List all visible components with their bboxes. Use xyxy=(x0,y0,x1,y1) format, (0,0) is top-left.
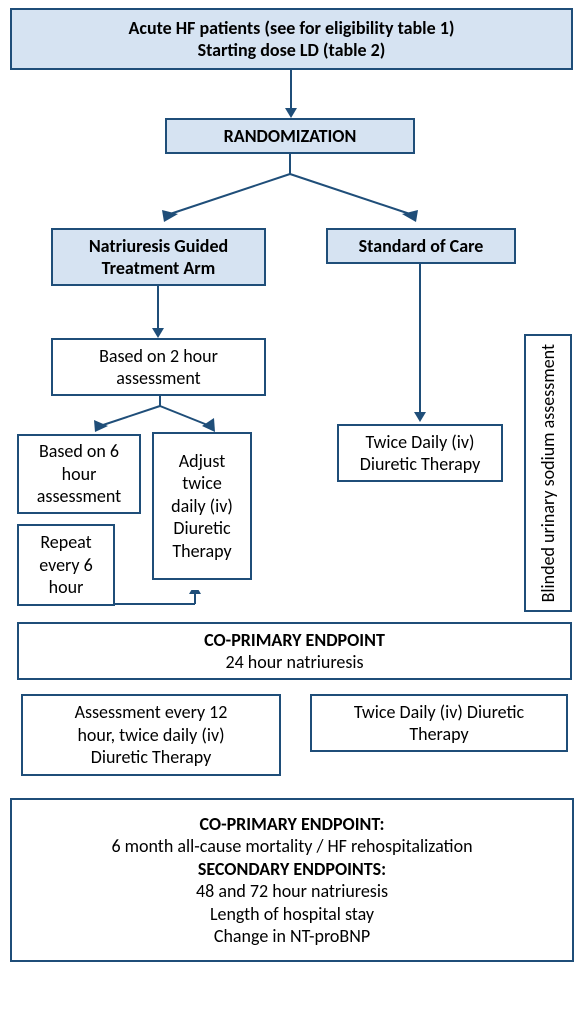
header-line2: Starting dose LD (table 2) xyxy=(198,39,386,62)
endpoints-line6: Change in NT-proBNP xyxy=(214,925,370,948)
co-primary1-box: CO-PRIMARY ENDPOINT 24 hour natriuresis xyxy=(17,622,572,680)
left-repeat-line1: Repeat xyxy=(40,531,91,554)
left-adjust-box: Adjust twice daily (iv) Diuretic Therapy xyxy=(152,432,252,580)
right-blinded-label: Blinded urinary sodium assessment xyxy=(537,344,560,602)
endpoints-line5: Length of hospital stay xyxy=(210,903,374,926)
bottom-right-line1: Twice Daily (iv) Diuretic xyxy=(354,701,524,724)
bottom-left-line2: hour, twice daily (iv) xyxy=(77,724,224,747)
bottom-left-box: Assessment every 12 hour, twice daily (i… xyxy=(21,694,281,776)
left-repeat-line2: every 6 xyxy=(39,554,92,577)
right-blinded-box: Blinded urinary sodium assessment xyxy=(524,334,572,612)
arrow-random-split xyxy=(140,154,440,228)
arrow-right-down xyxy=(414,264,426,422)
arm-left-box: Natriuresis Guided Treatment Arm xyxy=(51,228,266,286)
arrow-header-random xyxy=(285,70,297,118)
randomization-label: RANDOMIZATION xyxy=(224,125,357,148)
left-6h-line3: assessment xyxy=(37,485,121,508)
arm-right-box: Standard of Care xyxy=(326,228,516,264)
arrow-left-2h xyxy=(152,286,164,338)
endpoints-line1: CO-PRIMARY ENDPOINT: xyxy=(200,813,385,836)
left-2h-line2: assessment xyxy=(116,367,200,390)
co-primary1-line2: 24 hour natriuresis xyxy=(225,651,363,674)
left-6h-line2: hour xyxy=(62,463,97,486)
left-adjust-line2: twice xyxy=(182,472,222,495)
header-box: Acute HF patients (see for eligibility t… xyxy=(10,8,573,70)
left-adjust-line4: Diuretic xyxy=(173,517,230,540)
left-adjust-line1: Adjust xyxy=(179,450,226,473)
right-twice-box: Twice Daily (iv) Diuretic Therapy xyxy=(337,424,503,482)
arrow-2h-split xyxy=(80,396,240,436)
endpoints-box: CO-PRIMARY ENDPOINT: 6 month all-cause m… xyxy=(10,798,574,962)
bottom-left-line3: Diuretic Therapy xyxy=(91,746,212,769)
left-2h-line1: Based on 2 hour xyxy=(99,345,218,368)
arrow-repeat-loop xyxy=(115,590,205,620)
co-primary1-line1: CO-PRIMARY ENDPOINT xyxy=(204,629,385,652)
left-adjust-line5: Therapy xyxy=(172,540,231,563)
endpoints-line2: 6 month all-cause mortality / HF rehospi… xyxy=(111,835,472,858)
right-twice-line1: Twice Daily (iv) xyxy=(365,431,474,454)
arm-right-label: Standard of Care xyxy=(359,235,484,258)
bottom-right-box: Twice Daily (iv) Diuretic Therapy xyxy=(310,694,568,752)
right-twice-line2: Diuretic Therapy xyxy=(360,453,481,476)
left-6h-box: Based on 6 hour assessment xyxy=(17,434,141,514)
left-repeat-box: Repeat every 6 hour xyxy=(17,524,115,606)
randomization-box: RANDOMIZATION xyxy=(165,118,415,154)
bottom-left-line1: Assessment every 12 xyxy=(75,701,228,724)
endpoints-line3: SECONDARY ENDPOINTS: xyxy=(198,858,386,881)
endpoints-line4: 48 and 72 hour natriuresis xyxy=(196,880,388,903)
left-6h-line1: Based on 6 xyxy=(39,440,119,463)
left-repeat-line3: hour xyxy=(49,576,84,599)
bottom-right-line2: Therapy xyxy=(409,723,468,746)
header-line1: Acute HF patients (see for eligibility t… xyxy=(129,17,455,40)
left-2h-box: Based on 2 hour assessment xyxy=(51,338,266,396)
left-adjust-line3: daily (iv) xyxy=(171,495,233,518)
arm-left-line1: Natriuresis Guided xyxy=(89,235,228,258)
arm-left-line2: Treatment Arm xyxy=(102,257,216,280)
